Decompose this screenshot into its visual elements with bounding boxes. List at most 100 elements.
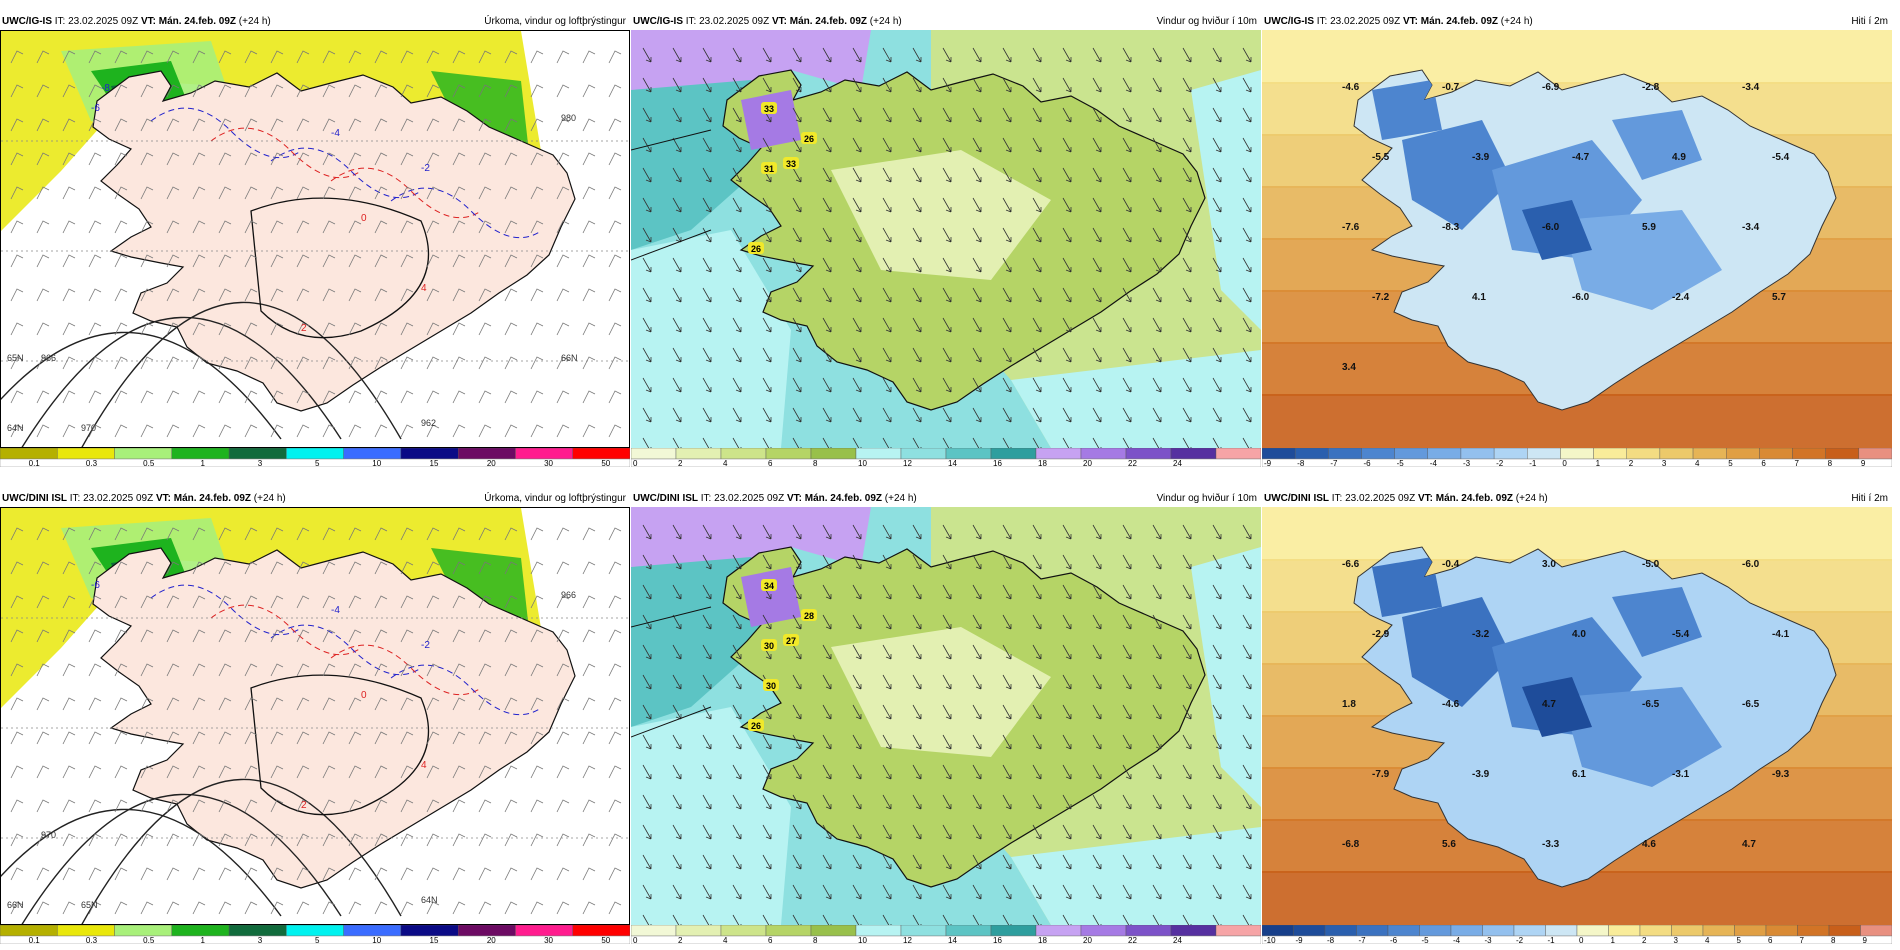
wind-barb: [478, 322, 492, 336]
wind-barb: [36, 561, 50, 575]
wind-barb: [530, 254, 544, 268]
legend-tick-label: 5: [1728, 459, 1733, 467]
wind-barb: [374, 322, 388, 336]
wind-arrow: [852, 137, 862, 153]
wind-arrow: [1242, 77, 1252, 93]
wind-arrow: [672, 317, 682, 333]
wind-arrow: [1002, 377, 1012, 393]
wind-arrow: [1212, 674, 1222, 690]
wind-arrow: [1032, 47, 1042, 63]
legend-tick-label: 16: [993, 936, 1002, 944]
wind-arrow: [672, 287, 682, 303]
wind-arrow: [1092, 347, 1102, 363]
gust-label: 27: [786, 636, 796, 646]
wind-arrow: [732, 734, 742, 750]
wind-barb: [114, 50, 128, 64]
wind-barb: [218, 867, 232, 881]
wind-arrow: [1032, 287, 1042, 303]
wind-arrow: [1092, 554, 1102, 570]
legend-tickbar: [631, 458, 1261, 467]
wind-barb: [478, 186, 492, 200]
wind-barb: [270, 186, 284, 200]
legend-swatch: [631, 448, 677, 460]
wind-arrow: [882, 554, 892, 570]
wind-barb: [270, 84, 284, 98]
wind-barb: [608, 220, 622, 234]
wind-barb: [192, 50, 206, 64]
legend-swatch: [343, 448, 402, 460]
wind-barb: [374, 765, 388, 779]
wind-arrow: [1212, 347, 1222, 363]
wind-arrow: [1122, 347, 1132, 363]
legend-tick-label: 4: [723, 936, 728, 944]
wind-barb: [140, 220, 154, 234]
wind-arrow: [1062, 764, 1072, 780]
wind-barb: [426, 186, 440, 200]
wind-barb: [530, 595, 544, 609]
legend-swatch: [286, 448, 344, 460]
legend-tick-label: 10: [372, 936, 381, 944]
isobar-label: 966: [561, 590, 576, 600]
wind-barb: [62, 799, 76, 813]
wind-arrow: [732, 854, 742, 870]
wind-barb: [504, 288, 518, 302]
wind-barb: [296, 731, 310, 745]
wind-arrow: [1242, 644, 1252, 660]
wind-barb: [218, 629, 232, 643]
wind-barb: [608, 118, 622, 132]
wind-barb: [10, 84, 24, 98]
wind-barb: [374, 152, 388, 166]
wind-arrow: [1092, 257, 1102, 273]
wind-arrow: [852, 584, 862, 600]
wind-barb: [270, 152, 284, 166]
legend-swatch: [1765, 925, 1798, 937]
wind-barb: [270, 424, 284, 438]
wind-barb: [10, 390, 24, 404]
wind-barb: [452, 84, 466, 98]
wind-barb: [192, 663, 206, 677]
temperature-label: -5.4: [1672, 629, 1690, 640]
wind-barb: [322, 561, 336, 575]
wind-barb: [88, 527, 102, 541]
wind-barb: [530, 799, 544, 813]
wind-barb: [582, 629, 596, 643]
wind-arrow: [822, 137, 832, 153]
wind-arrow: [1092, 854, 1102, 870]
wind-barb: [140, 288, 154, 302]
wind-arrow: [942, 407, 952, 423]
wind-barb: [296, 118, 310, 132]
wind-arrow: [972, 197, 982, 213]
wind-barb: [426, 799, 440, 813]
wind-arrow: [822, 884, 832, 900]
temperature-label: 4.7: [1542, 699, 1556, 710]
wind-arrow: [1212, 614, 1222, 630]
wind-barb: [504, 50, 518, 64]
legend-swatch: [572, 448, 630, 460]
wind-arrow: [1062, 884, 1072, 900]
temperature-contour-label: -2: [421, 163, 430, 174]
wind-arrow: [672, 794, 682, 810]
wind-barb: [582, 84, 596, 98]
wind-barb: [114, 288, 128, 302]
gust-label: 28: [804, 611, 814, 621]
temp-colorbar: -10 -9 -8 -7 -6 -5 -4 -3 -2 -1 0 1 2 3 4 5 6 7 8 9: [1262, 925, 1892, 944]
legend-swatch: [1828, 925, 1861, 937]
wind-arrow: [1152, 137, 1162, 153]
wind-arrow: [762, 227, 772, 243]
wind-arrow: [702, 794, 712, 810]
legend-tick-label: 20: [487, 459, 496, 467]
legend-tick-label: 1: [1611, 936, 1616, 944]
wind-arrow: [672, 524, 682, 540]
legend-tick-label: 14: [948, 936, 957, 944]
wind-barb: [400, 356, 414, 370]
wind-barb: [530, 424, 544, 438]
wind-arrow: [1032, 554, 1042, 570]
legend-tick-label: 3: [1674, 936, 1679, 944]
wind-barb: [296, 220, 310, 234]
wind-barb: [556, 118, 570, 132]
wind-barb: [218, 118, 232, 132]
model-name: UWC/DINI ISL: [2, 493, 67, 504]
wind-arrow: [1062, 854, 1072, 870]
wind-barb: [582, 595, 596, 609]
wind-arrow: [852, 377, 862, 393]
